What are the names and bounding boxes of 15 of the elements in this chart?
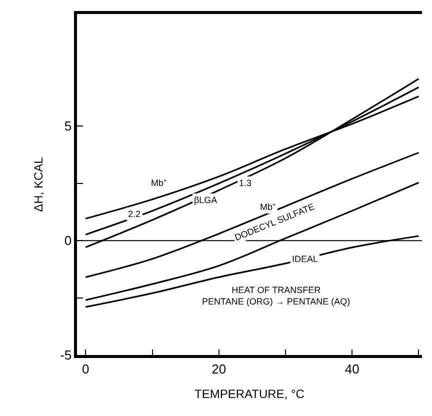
annotation: 2.2 — [128, 209, 141, 219]
x-tick-label: 20 — [212, 361, 226, 376]
annotation: Mb⁺ — [260, 202, 276, 212]
x-tick-label: 0 — [82, 361, 90, 376]
y-tick-label: 0 — [64, 233, 72, 248]
annotation: 1.3 — [239, 178, 252, 188]
annotation: Mb⁺ — [151, 178, 167, 188]
y-tick-label: 5 — [64, 118, 72, 134]
annotation: IDEAL — [292, 254, 318, 264]
y-axis-title: ΔH, KCAL — [31, 156, 46, 212]
y-tick-label: -5 — [60, 348, 72, 363]
annotation: HEAT OF TRANSFER PENTANE (ORG) → PENTANE (AQ) — [202, 285, 350, 307]
x-tick-label: 40 — [344, 361, 360, 376]
x-axis-title: TEMPERATURE, °C — [194, 387, 305, 402]
annotation: βLGA — [194, 195, 218, 205]
